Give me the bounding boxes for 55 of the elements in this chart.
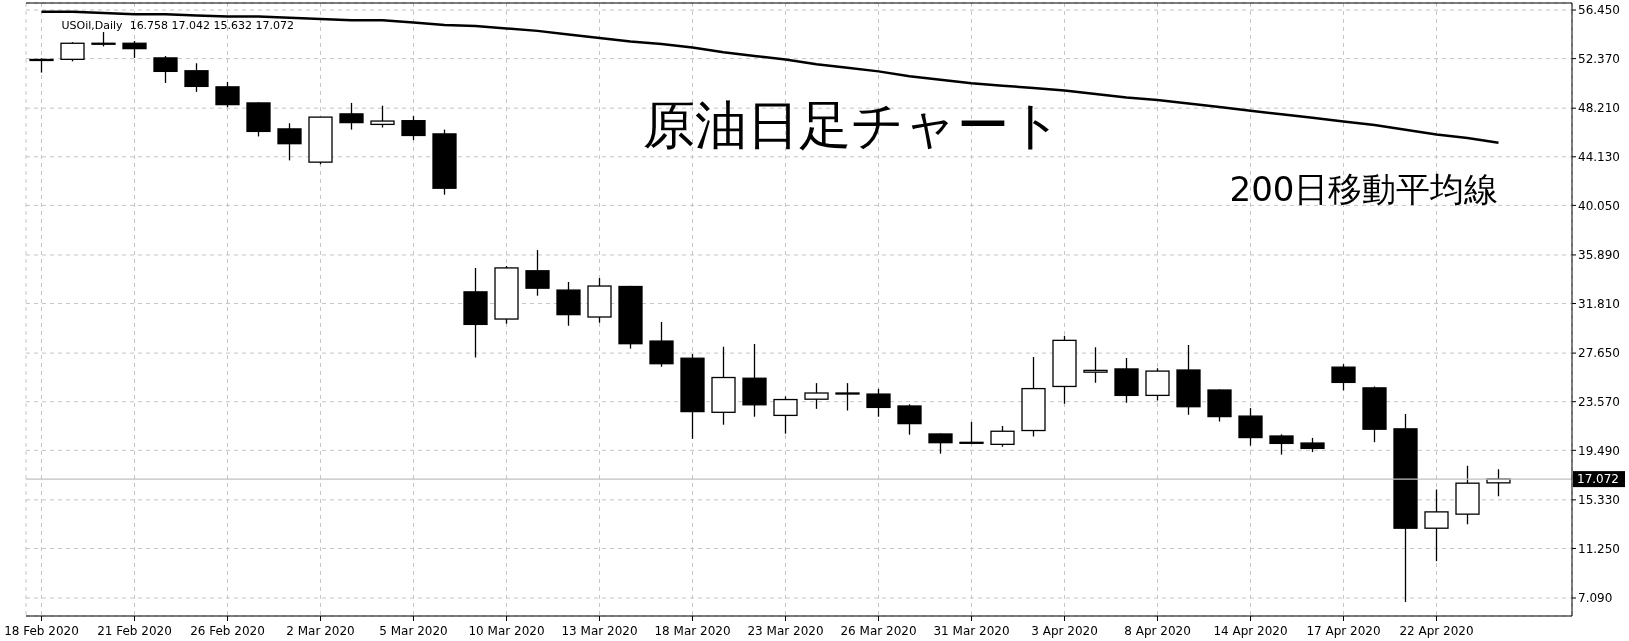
y-tick-label: 27.650: [1578, 346, 1620, 361]
ref-line-label: 17.072: [1577, 472, 1619, 487]
candlestick: [1269, 433, 1294, 456]
x-tick-label: 10 Mar 2020: [468, 624, 545, 638]
x-tick-label: 23 Mar 2020: [747, 624, 824, 638]
x-tick-label: 31 Mar 2020: [933, 624, 1010, 638]
candlestick: [897, 403, 922, 436]
y-tick-label: 7.090: [1578, 591, 1613, 606]
candlestick: [866, 388, 891, 418]
candlestick: [649, 321, 674, 368]
x-tick-label: 18 Mar 2020: [654, 624, 731, 638]
y-tick-label: 31.810: [1578, 296, 1620, 311]
x-tick-label: 14 Apr 2020: [1213, 624, 1288, 638]
y-tick-label: 52.370: [1578, 51, 1620, 66]
candlestick: [1424, 488, 1449, 562]
candlestick: [773, 395, 798, 435]
candlestick: [184, 62, 209, 93]
x-tick-label: 22 Apr 2020: [1399, 624, 1474, 638]
y-tick-label: 11.250: [1578, 541, 1620, 556]
candlestick: [153, 55, 178, 84]
x-tick-label: 8 Apr 2020: [1124, 624, 1191, 638]
candlestick: [339, 102, 364, 131]
candlestick: [370, 105, 395, 129]
candlestick: [928, 432, 953, 455]
y-tick-label: 40.050: [1578, 198, 1620, 213]
candlestick: [277, 122, 302, 162]
x-tick-label: 21 Feb 2020: [97, 624, 172, 638]
x-tick-label: 26 Feb 2020: [190, 624, 265, 638]
candlestick: [1238, 407, 1263, 447]
y-tick-label: 56.450: [1578, 3, 1620, 18]
x-tick-label: 5 Mar 2020: [379, 624, 448, 638]
x-tick-label: 2 Mar 2020: [286, 624, 355, 638]
candlestick: [1331, 363, 1356, 392]
x-tick-label: 13 Mar 2020: [561, 624, 638, 638]
series-label: 200日移動平均線: [1229, 168, 1499, 209]
y-tick-label: 48.210: [1578, 101, 1620, 116]
y-tick-label: 35.890: [1578, 248, 1620, 263]
candlestick: [1083, 346, 1108, 384]
candlestick: [60, 41, 85, 63]
candlestick: [804, 382, 829, 410]
y-tick-label: 15.330: [1578, 493, 1620, 508]
y-tick-label: 19.490: [1578, 443, 1620, 458]
x-tick-label: 18 Feb 2020: [4, 624, 79, 638]
x-tick-label: 26 Mar 2020: [840, 624, 917, 638]
candlestick: [215, 81, 240, 108]
x-tick-label: 17 Apr 2020: [1306, 624, 1381, 638]
candlestick: [835, 382, 860, 412]
y-tick-label: 44.130: [1578, 150, 1620, 165]
text: 原油日足チャート: [642, 95, 1062, 156]
candlestick: [525, 249, 550, 297]
annotation: USOil,Daily 16.758 17.042 15.632 17.072: [61, 19, 295, 32]
candlestick: [401, 115, 426, 141]
x-tick-label: 3 Apr 2020: [1031, 624, 1098, 638]
y-tick-label: 23.570: [1578, 394, 1620, 409]
candlestick: [990, 425, 1015, 448]
